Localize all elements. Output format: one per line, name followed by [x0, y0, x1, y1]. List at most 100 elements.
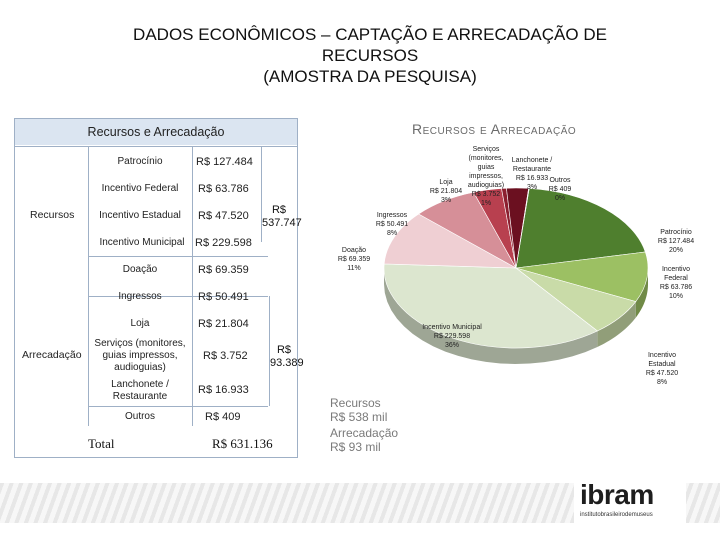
- label-lanchonete-name-1: Lanchonete /: [512, 157, 553, 164]
- table-divider: [88, 256, 268, 257]
- table-header: Recursos e Arrecadação: [15, 119, 297, 145]
- pie-slice-4: [383, 213, 517, 269]
- label-ingressos-name: Ingressos: [377, 212, 408, 219]
- table-divider: [88, 406, 268, 407]
- label-outros-pct: 0%: [555, 195, 565, 202]
- label-ingressos-pct: 8%: [387, 230, 397, 237]
- label-estadual-value: R$ 47.520: [646, 370, 678, 377]
- table-divider: [88, 146, 89, 426]
- label-patrocinio-pct: 20%: [669, 247, 683, 254]
- subtotal-arrecadacao-currency: R$: [276, 344, 292, 356]
- label-federal-pct: 10%: [669, 293, 683, 300]
- label-lanchonete-value: R$ 16.933: [516, 175, 548, 182]
- label-servicos-line-4: impressos,: [469, 173, 503, 180]
- pie-side-2: [597, 301, 636, 347]
- chart-title: Recursos e Arrecadação: [412, 121, 577, 137]
- pie-labels: Patrocínio R$ 127.484 20% Incentivo Fede…: [338, 146, 694, 386]
- pie-side-3: [384, 268, 598, 364]
- row-label-incentivo-federal: Incentivo Federal: [101, 183, 179, 194]
- total-label: Total: [88, 436, 115, 451]
- label-doacao-name: Doação: [342, 247, 366, 254]
- pie-slices: [383, 187, 649, 364]
- label-municipal-pct: 36%: [445, 342, 459, 349]
- pie-chart: Patrocínio R$ 127.484 20% Incentivo Fede…: [338, 146, 694, 386]
- label-federal-value: R$ 63.786: [660, 284, 692, 291]
- table-divider: [192, 146, 193, 426]
- summary-arrecadacao-value: R$ 93 mil: [330, 440, 381, 454]
- pie-slice-9: [515, 188, 530, 269]
- label-servicos-line-5: audioguias): [468, 182, 504, 189]
- resources-table: Recursos e Arrecadação Recursos Arrecada…: [14, 118, 304, 458]
- label-federal-name-2: Federal: [664, 275, 688, 282]
- summary-arrecadacao-label: Arrecadação: [330, 426, 399, 440]
- label-servicos-value: R$ 3.752: [472, 191, 501, 198]
- row-value-patrocinio: R$ 127.484: [196, 156, 253, 168]
- table-divider: [261, 146, 262, 242]
- label-doacao-pct: 11%: [347, 265, 361, 272]
- label-patrocinio-value: R$ 127.484: [658, 238, 694, 245]
- row-value-servicos: R$ 3.752: [203, 350, 248, 362]
- label-servicos-line-2: (monitores,: [468, 155, 503, 162]
- label-servicos-line-3: guias: [478, 164, 495, 171]
- row-label-incentivo-municipal: Incentivo Municipal: [99, 237, 185, 248]
- summary-recursos-label: Recursos: [330, 396, 381, 410]
- slide-title: DADOS ECONÔMICOS – CAPTAÇÃO E ARRECADAÇÃ…: [60, 24, 680, 87]
- label-loja-pct: 3%: [441, 197, 451, 204]
- label-municipal-value: R$ 229.598: [434, 333, 470, 340]
- row-label-patrocinio: Patrocínio: [117, 156, 163, 167]
- table-frame: [14, 118, 298, 458]
- label-servicos-pct: 1%: [481, 200, 491, 207]
- row-label-incentivo-estadual: Incentivo Estadual: [99, 210, 181, 221]
- row-value-doacao: R$ 69.359: [198, 264, 249, 276]
- pie-slice-1: [515, 251, 649, 302]
- subtotal-recursos-currency: R$: [271, 204, 287, 216]
- slide-title-line-2: RECURSOS: [321, 46, 419, 65]
- row-label-outros: Outros: [124, 411, 155, 422]
- label-estadual-name-2: Estadual: [648, 361, 676, 368]
- slide-title-line-1: DADOS ECONÔMICOS – CAPTAÇÃO E ARRECADAÇÃ…: [133, 25, 607, 44]
- row-value-loja: R$ 21.804: [198, 318, 249, 330]
- table-divider: [88, 296, 268, 297]
- label-outros-value: R$ 409: [549, 186, 572, 193]
- row-label-lanchonete: Lanchonete / Restaurante: [111, 379, 169, 402]
- label-loja-value: R$ 21.804: [430, 188, 462, 195]
- label-servicos-line-1: Serviços: [473, 146, 500, 153]
- label-federal-name-1: Incentivo: [662, 266, 690, 273]
- row-value-outros: R$ 409: [205, 411, 241, 423]
- logo-subtitle: institutobrasileirodemuseus: [580, 512, 653, 518]
- pie-slice-0: [515, 188, 646, 269]
- label-loja-name: Loja: [439, 179, 452, 186]
- total-value: R$ 631.136: [212, 436, 273, 451]
- label-ingressos-value: R$ 50.491: [376, 221, 408, 228]
- pie-slice-3: [383, 263, 598, 349]
- subtotal-arrecadacao: R$ 93.389: [270, 344, 304, 370]
- row-label-doacao: Doação: [122, 264, 158, 275]
- table-divider: [14, 146, 297, 147]
- row-label-loja: Loja: [130, 318, 150, 329]
- label-municipal-name: Incentivo Municipal: [422, 324, 482, 331]
- row-value-incentivo-estadual: R$ 47.520: [198, 210, 249, 222]
- label-lanchonete-name-2: Restaurante: [513, 166, 551, 173]
- group-label-arrecadacao: Arrecadação: [22, 349, 82, 361]
- subtotal-recursos-value: 537.747: [262, 217, 302, 229]
- subtotal-recursos: R$ 537.747: [262, 204, 302, 230]
- table-divider: [269, 296, 270, 406]
- label-lanchonete-pct: 3%: [527, 184, 537, 191]
- label-estadual-pct: 8%: [657, 379, 667, 386]
- row-value-incentivo-municipal: R$ 229.598: [195, 237, 252, 249]
- row-value-incentivo-federal: R$ 63.786: [198, 183, 249, 195]
- subtotal-arrecadacao-value: 93.389: [270, 357, 304, 369]
- row-value-lanchonete: R$ 16.933: [198, 384, 249, 396]
- logo-wordmark: ibram: [580, 479, 654, 510]
- row-label-ingressos: Ingressos: [118, 291, 162, 302]
- ibram-logo: ibram institutobrasileirodemuseus: [574, 479, 686, 527]
- summary-recursos-value: R$ 538 mil: [330, 410, 388, 424]
- group-label-recursos: Recursos: [30, 209, 75, 221]
- label-doacao-value: R$ 69.359: [338, 256, 370, 263]
- label-estadual-name-1: Incentivo: [648, 352, 676, 359]
- label-outros-name: Outros: [549, 177, 571, 184]
- row-value-ingressos: R$ 50.491: [198, 291, 249, 303]
- label-patrocinio-name: Patrocínio: [660, 229, 692, 236]
- row-label-servicos: Serviços (monitores, guias impressos, au…: [94, 338, 186, 373]
- slide-title-line-3: (AMOSTRA DA PESQUISA): [263, 67, 477, 86]
